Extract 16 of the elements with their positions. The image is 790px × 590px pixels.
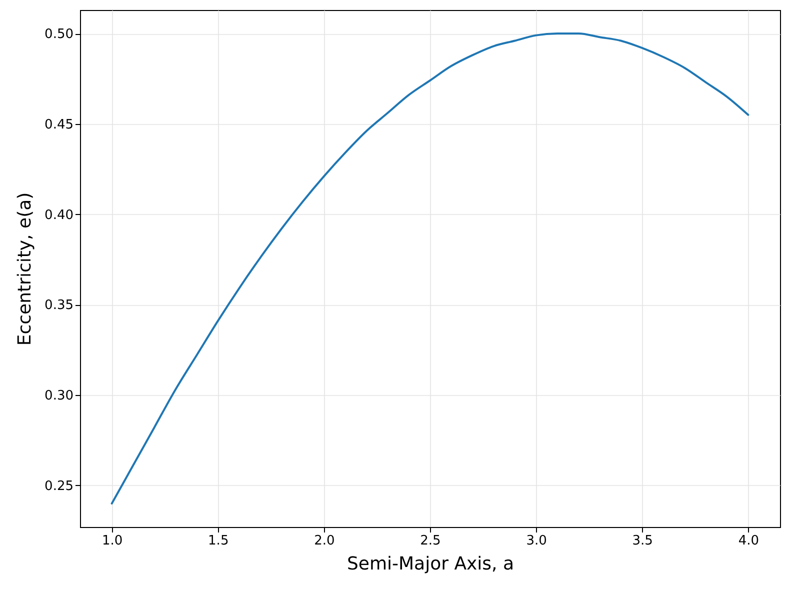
y-axis-title: Eccentricity, e(a)	[14, 192, 36, 346]
x-tick-label: 2.5	[420, 534, 441, 548]
y-tick-label: 0.50	[44, 27, 74, 42]
x-tick-label: 4.0	[738, 534, 760, 548]
x-tick-label: 3.5	[632, 534, 653, 548]
y-tick-label: 0.30	[44, 388, 74, 404]
x-tick-label: 1.5	[208, 534, 229, 548]
x-tick-label: 3.0	[526, 534, 547, 548]
y-tick-label: 0.35	[44, 298, 74, 314]
x-tick-label: 1.0	[102, 534, 123, 548]
line-series	[110, 32, 750, 504]
x-axis-title: Semi-Major Axis, a	[346, 554, 514, 574]
y-tick-label: 0.25	[44, 478, 74, 494]
x-tick-label: 2.0	[314, 534, 335, 548]
y-tick-label: 0.40	[44, 208, 74, 223]
y-tick-label: 0.45	[44, 117, 74, 132]
